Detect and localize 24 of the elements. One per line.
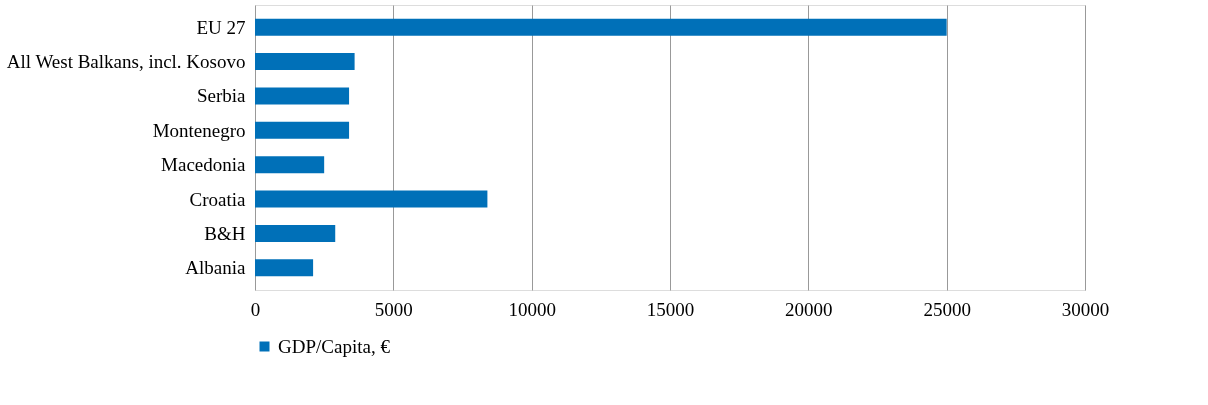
y-tick-label: Croatia [189, 188, 247, 210]
y-tick-label: B&H [204, 222, 246, 244]
x-tick-label: 30000 [1061, 298, 1110, 320]
x-tick-label: 0 [250, 298, 261, 320]
y-tick-label: EU 27 [196, 16, 246, 38]
bar [255, 121, 350, 139]
y-tick-label: All West Balkans, incl. Kosovo [6, 51, 246, 73]
x-tick-label: 10000 [508, 298, 556, 320]
y-tick-label: Albania [185, 257, 247, 279]
x-tick-label: 5000 [374, 298, 413, 320]
y-tick-label: Serbia [196, 85, 247, 107]
bar [255, 224, 336, 242]
legend-label: GDP/Capita, € [278, 335, 391, 357]
y-tick-label: Montenegro [152, 119, 246, 141]
bar [255, 53, 355, 71]
bar [255, 190, 488, 208]
y-tick-label: Macedonia [161, 154, 247, 176]
bar [255, 156, 325, 174]
bar [255, 87, 350, 105]
x-tick-label: 20000 [785, 298, 833, 320]
bar [255, 259, 314, 277]
bar [255, 18, 947, 36]
x-tick-label: 15000 [646, 298, 695, 320]
x-tick-label: 25000 [923, 298, 971, 320]
